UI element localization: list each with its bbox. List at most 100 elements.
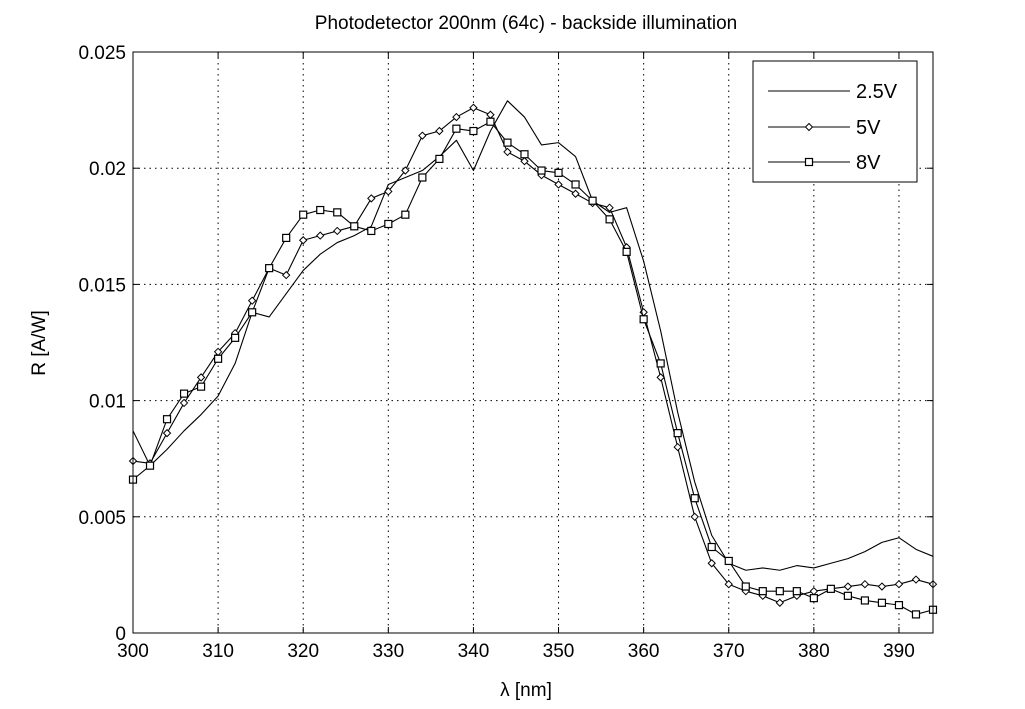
series-1-point bbox=[247, 296, 257, 305]
series-2-point bbox=[622, 247, 631, 256]
x-tick-label: 330 bbox=[372, 641, 404, 662]
x-tick-label: 390 bbox=[883, 641, 915, 662]
series-1-point bbox=[435, 126, 444, 136]
legend-label-1: 5V bbox=[856, 117, 881, 139]
series-1-point bbox=[894, 579, 904, 589]
y-tick-label: 0.02 bbox=[89, 159, 126, 180]
series-2-point bbox=[860, 596, 870, 605]
series-2-point bbox=[196, 382, 206, 391]
series-1-point bbox=[281, 270, 291, 280]
series-2-point bbox=[809, 594, 818, 603]
series-1-point bbox=[707, 559, 716, 568]
series-1-point bbox=[724, 579, 733, 589]
series-1-point bbox=[690, 512, 699, 522]
series-1-point bbox=[503, 147, 512, 157]
series-2-point bbox=[775, 587, 784, 596]
x-tick-label: 340 bbox=[458, 641, 490, 662]
series-1-point bbox=[384, 187, 393, 196]
chart-title: Photodetector 200nm (64c) - backside ill… bbox=[315, 13, 737, 34]
x-tick-label: 360 bbox=[628, 641, 660, 662]
series-1-point bbox=[162, 428, 172, 438]
series-2-point bbox=[162, 415, 172, 424]
series-2-point bbox=[145, 461, 155, 470]
series-2-point bbox=[741, 582, 750, 591]
x-tick-label: 370 bbox=[713, 641, 745, 662]
series-1-point bbox=[554, 180, 563, 189]
y-tick-label: 0.025 bbox=[78, 43, 126, 64]
series-1-point bbox=[673, 442, 682, 452]
series-1-point bbox=[860, 579, 870, 589]
series-2-point bbox=[435, 154, 444, 164]
series-1-point bbox=[401, 166, 410, 175]
series-2-point bbox=[401, 210, 410, 219]
series-2-point bbox=[673, 429, 682, 438]
legend-marker-1-point bbox=[804, 122, 814, 132]
axis-ticks: 300 310 320 330 340 350 360 370 380 390 0 0.005 0.01… bbox=[78, 43, 933, 662]
series-2-point bbox=[350, 222, 359, 231]
series-2-point bbox=[469, 126, 478, 136]
x-tick-label: 320 bbox=[287, 641, 319, 662]
series-1-point bbox=[179, 398, 189, 408]
plot-frame bbox=[132, 51, 934, 634]
series-2-point bbox=[333, 208, 342, 217]
legend-box bbox=[752, 60, 918, 183]
series-0-line bbox=[132, 100, 934, 571]
series-2-point bbox=[639, 315, 648, 324]
series-2-point bbox=[503, 138, 512, 147]
series-2-point bbox=[520, 150, 529, 159]
series-1-point bbox=[316, 231, 325, 240]
series-2 bbox=[128, 117, 938, 619]
series-2-point bbox=[265, 264, 274, 273]
series-2-point bbox=[911, 610, 921, 619]
series-1-point bbox=[418, 131, 427, 140]
series-1-point bbox=[469, 103, 478, 112]
series-2-point bbox=[214, 354, 223, 363]
x-axis-label: λ [nm] bbox=[500, 680, 552, 701]
series-2-point bbox=[486, 117, 495, 126]
series-1-point bbox=[452, 112, 461, 122]
legend-marker-2-point bbox=[804, 157, 814, 167]
series bbox=[128, 100, 938, 619]
series-2-point bbox=[316, 205, 325, 215]
series-2-point bbox=[724, 556, 733, 566]
series-1-point bbox=[333, 226, 342, 236]
x-tick-label: 300 bbox=[117, 641, 149, 662]
x-tick-label: 380 bbox=[798, 641, 830, 662]
legend: 2.5V 5V 8V bbox=[752, 60, 918, 183]
series-2-point bbox=[843, 591, 852, 600]
series-2-point bbox=[179, 389, 189, 398]
series-2-point bbox=[282, 233, 291, 243]
series-1-point bbox=[656, 373, 665, 382]
series-1-point bbox=[775, 598, 785, 607]
series-2-point bbox=[554, 168, 563, 177]
y-tick-label: 0.015 bbox=[78, 275, 126, 296]
x-tick-label: 350 bbox=[543, 641, 575, 662]
series-1-point bbox=[367, 194, 376, 203]
series-2-point bbox=[231, 333, 240, 342]
y-tick-label: 0.005 bbox=[78, 508, 126, 529]
series-1-point bbox=[877, 582, 887, 591]
legend-label-0: 2.5V bbox=[856, 81, 898, 103]
series-2-point bbox=[571, 180, 580, 189]
y-axis-label: R [A/W] bbox=[29, 310, 50, 375]
series-2-point bbox=[588, 196, 597, 205]
series-2-point bbox=[894, 601, 904, 610]
y-tick-label: 0.01 bbox=[89, 392, 126, 413]
series-2-point bbox=[248, 308, 257, 317]
series-2-point bbox=[690, 494, 699, 503]
series-2-point bbox=[656, 359, 665, 368]
series-1-point bbox=[605, 203, 614, 212]
series-2-point bbox=[707, 542, 716, 552]
y-tick-label: 0 bbox=[115, 624, 126, 645]
series-2-point bbox=[792, 587, 801, 596]
x-tick-label: 310 bbox=[202, 641, 234, 662]
series-2-point bbox=[877, 598, 887, 607]
series-0 bbox=[132, 100, 934, 571]
series-1-point bbox=[571, 189, 580, 198]
series-2-point bbox=[384, 219, 393, 229]
series-2-point bbox=[605, 215, 614, 224]
series-2-point bbox=[758, 587, 767, 596]
series-2-point bbox=[418, 173, 427, 182]
series-1-point bbox=[843, 582, 853, 591]
